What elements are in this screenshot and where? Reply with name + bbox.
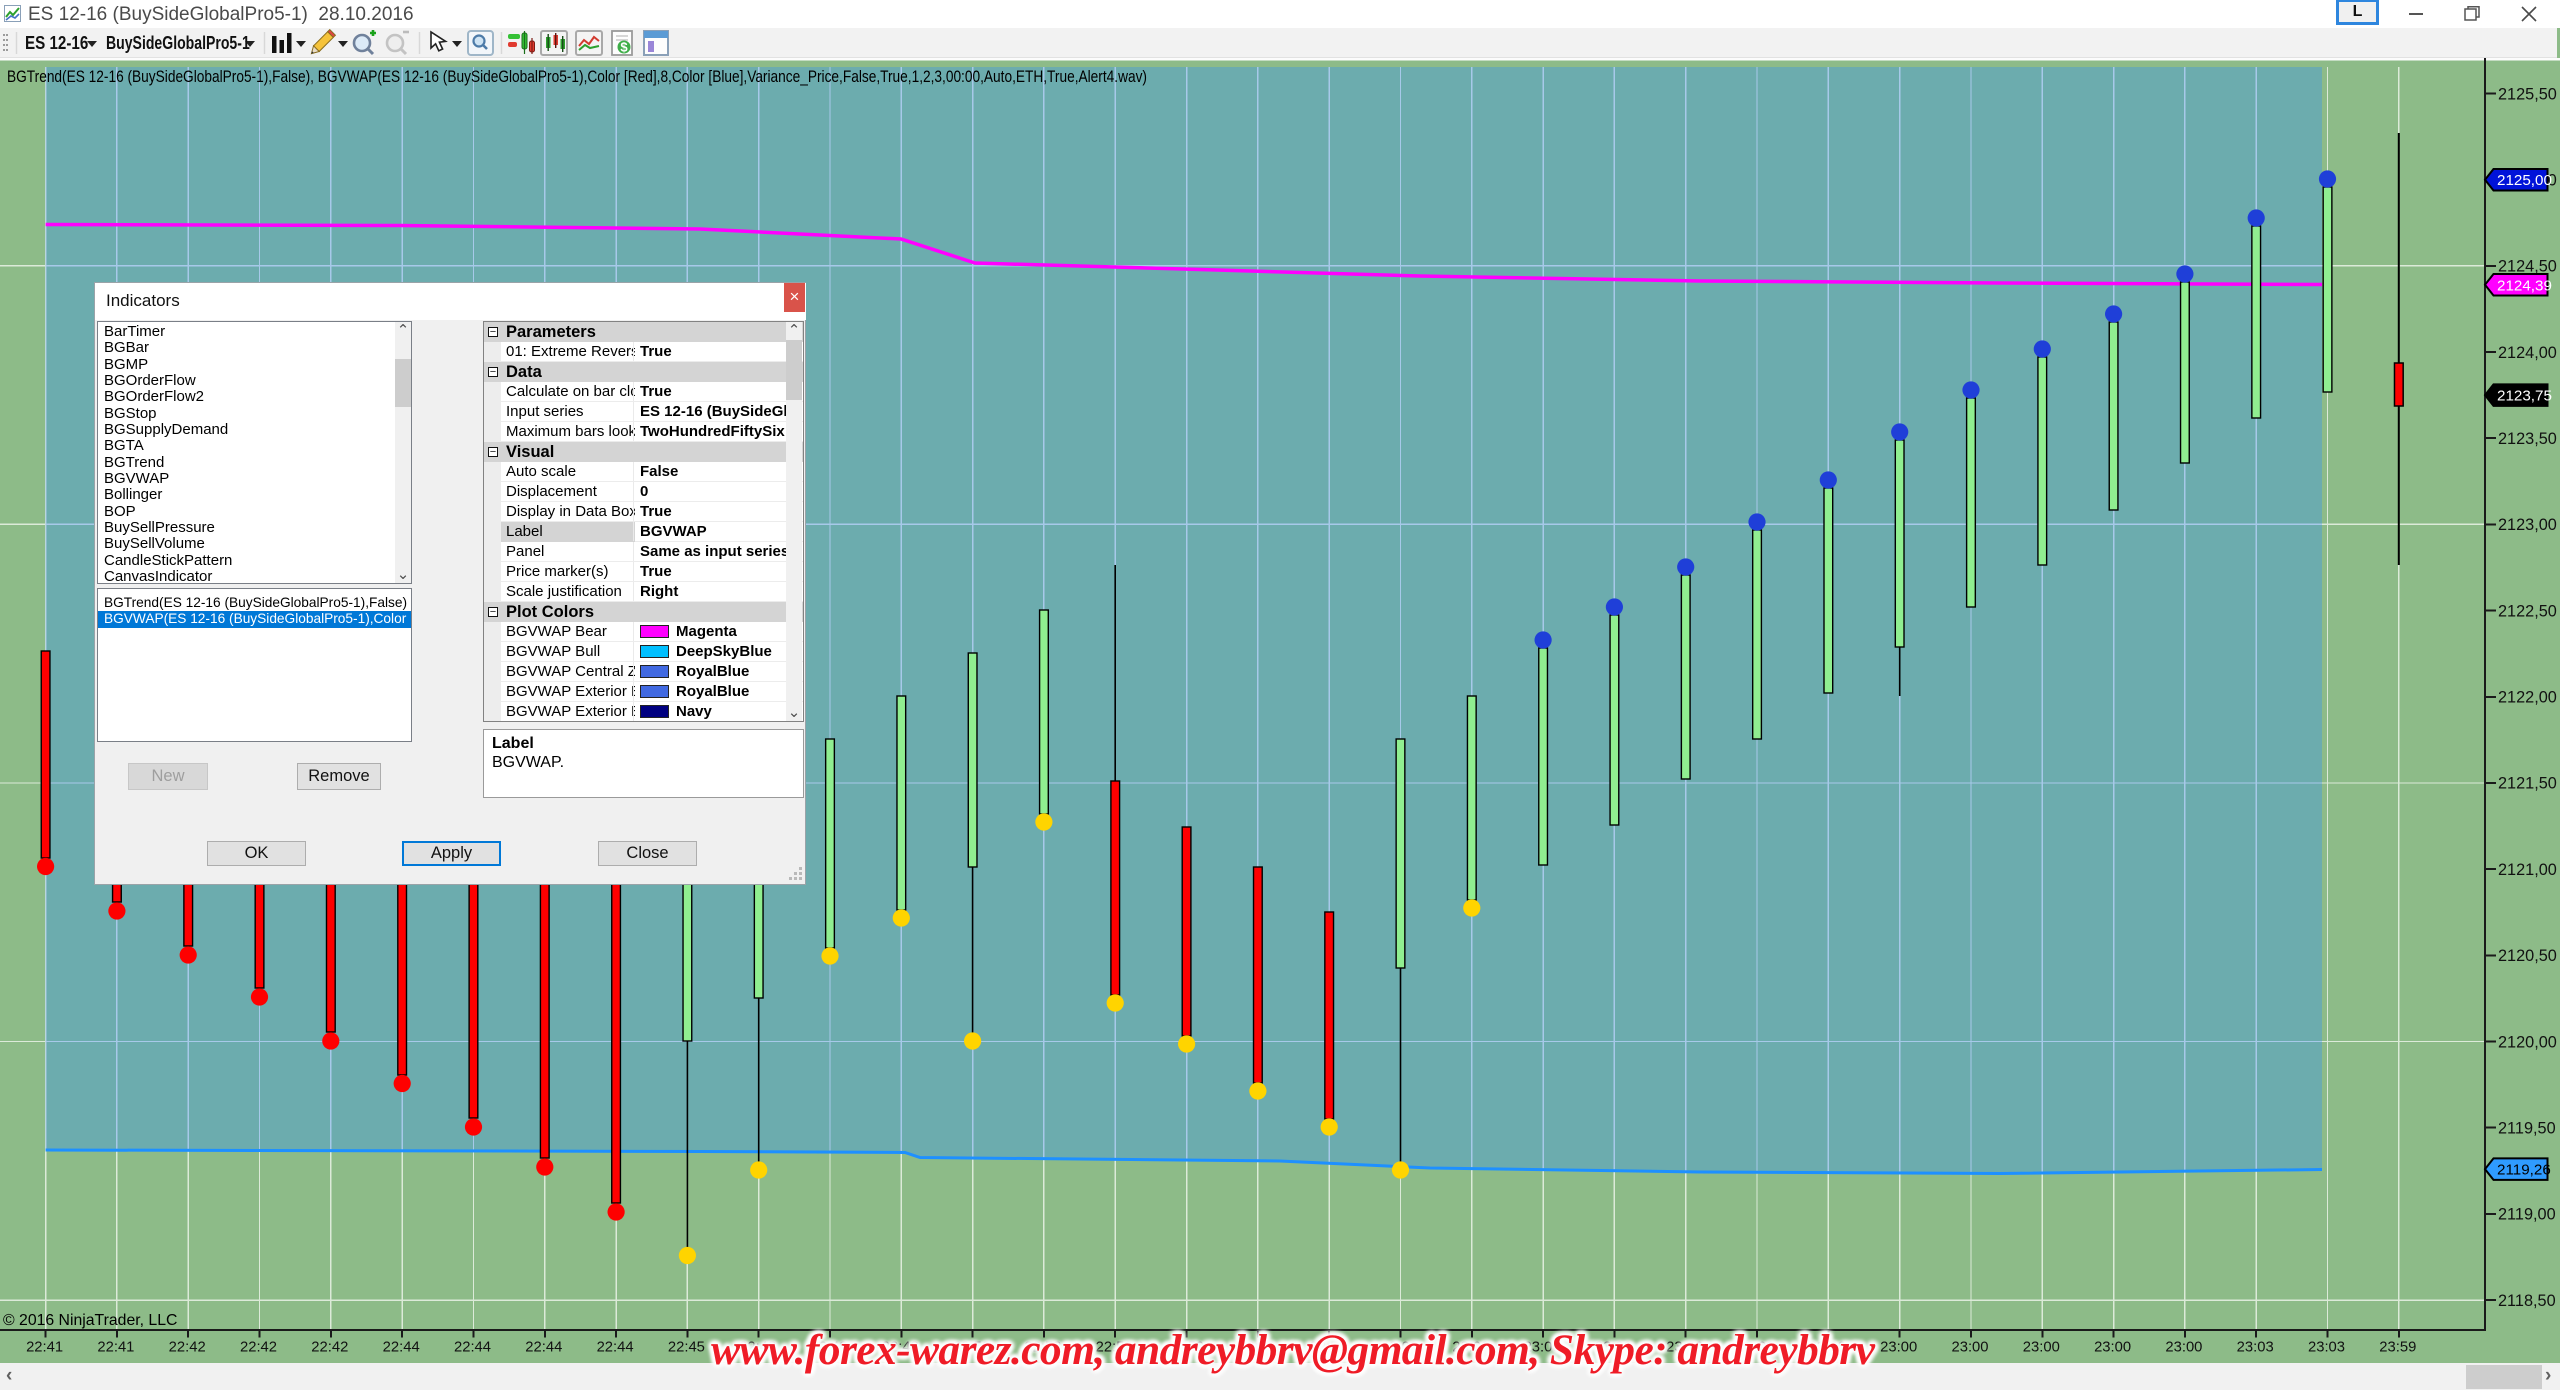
svg-text:2123,00: 2123,00 (2498, 516, 2557, 534)
svg-text:2123,50: 2123,50 (2498, 430, 2557, 448)
svg-text:22:44: 22:44 (525, 1340, 562, 1356)
svg-text:22:48: 22:48 (810, 1340, 847, 1356)
svg-text:23:00: 23:00 (1381, 1340, 1418, 1356)
svg-text:23:00: 23:00 (1452, 1340, 1489, 1356)
svg-text:2121,00: 2121,00 (2498, 861, 2557, 879)
svg-text:2124,39: 2124,39 (2497, 277, 2552, 294)
svg-text:22:48: 22:48 (882, 1340, 919, 1356)
svg-text:23:03: 23:03 (2237, 1340, 2274, 1356)
svg-text:2119,00: 2119,00 (2498, 1206, 2556, 1224)
svg-text:22:42: 22:42 (311, 1340, 348, 1356)
svg-text:23:59: 23:59 (2379, 1340, 2416, 1356)
svg-text:23:00: 23:00 (1880, 1340, 1917, 1356)
svg-text:22:44: 22:44 (383, 1340, 420, 1356)
svg-text:2125,50: 2125,50 (2498, 85, 2557, 103)
svg-text:23:00: 23:00 (1809, 1340, 1846, 1356)
svg-text:23:00: 23:00 (1951, 1340, 1988, 1356)
svg-text:$: $ (620, 40, 628, 55)
svg-text:22:41: 22:41 (97, 1340, 134, 1356)
svg-text:22:59: 22:59 (1096, 1340, 1133, 1356)
svg-text:2119,26: 2119,26 (2497, 1162, 2551, 1179)
svg-text:2123,75: 2123,75 (2497, 388, 2552, 405)
svg-text:2122,00: 2122,00 (2498, 689, 2557, 707)
svg-text:22:42: 22:42 (240, 1340, 277, 1356)
svg-text:22:44: 22:44 (597, 1340, 634, 1356)
svg-text:2120,50: 2120,50 (2498, 947, 2557, 965)
svg-text:23:00: 23:00 (1666, 1340, 1703, 1356)
svg-text:22:44: 22:44 (454, 1340, 491, 1356)
svg-text:22:45: 22:45 (668, 1340, 705, 1356)
svg-text:23:00: 23:00 (2165, 1340, 2202, 1356)
svg-text:22:59: 22:59 (1238, 1340, 1275, 1356)
svg-text:23:00: 23:00 (2023, 1340, 2060, 1356)
svg-text:22:59: 22:59 (1310, 1340, 1347, 1356)
svg-text:22:58: 22:58 (1024, 1340, 1061, 1356)
svg-text:23:00: 23:00 (1524, 1340, 1561, 1356)
svg-text:2124,00: 2124,00 (2498, 344, 2557, 362)
svg-text:22:41: 22:41 (26, 1340, 63, 1356)
svg-text:22:48: 22:48 (739, 1340, 776, 1356)
svg-text:2124,50: 2124,50 (2498, 258, 2557, 276)
svg-text:BGTrend(ES 12-16 (BuySideGloba: BGTrend(ES 12-16 (BuySideGlobalPro5-1),F… (7, 67, 1147, 86)
svg-text:22:52: 22:52 (953, 1340, 990, 1356)
svg-text:© 2016 NinjaTrader, LLC: © 2016 NinjaTrader, LLC (3, 1312, 177, 1329)
svg-text:23:00: 23:00 (1737, 1340, 1774, 1356)
svg-text:23:03: 23:03 (2308, 1340, 2345, 1356)
svg-text:2120,00: 2120,00 (2498, 1033, 2557, 1051)
svg-text:2125,00: 2125,00 (2497, 172, 2552, 189)
svg-text:2122,50: 2122,50 (2498, 602, 2557, 620)
svg-text:22:59: 22:59 (1167, 1340, 1204, 1356)
svg-text:2119,50: 2119,50 (2498, 1120, 2556, 1138)
svg-text:2118,50: 2118,50 (2498, 1292, 2556, 1310)
svg-text:23:00: 23:00 (1595, 1340, 1632, 1356)
svg-text:22:42: 22:42 (169, 1340, 206, 1356)
svg-text:2121,50: 2121,50 (2498, 775, 2557, 793)
svg-text:23:00: 23:00 (2094, 1340, 2131, 1356)
